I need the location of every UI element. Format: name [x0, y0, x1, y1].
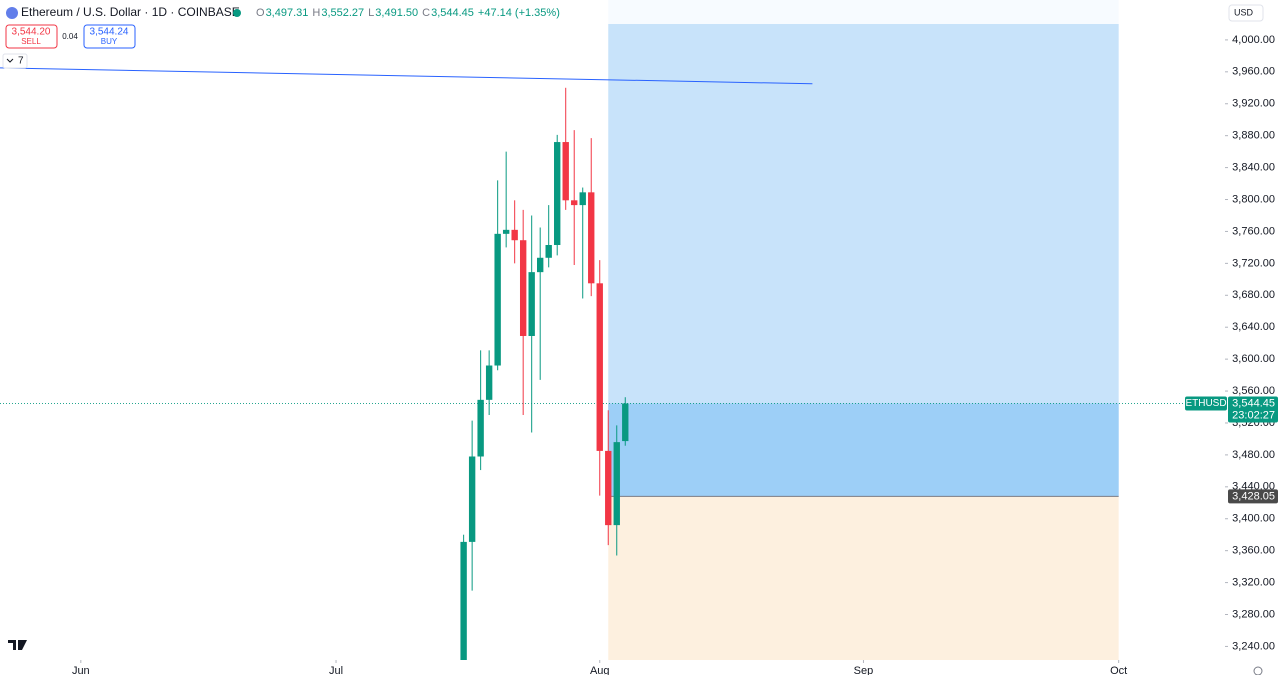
buy-label[interactable]: BUY: [101, 37, 118, 46]
candle-body: [596, 283, 603, 451]
y-tick-label: 3,480.00: [1232, 449, 1275, 461]
market-status: [233, 9, 241, 17]
y-tick-label: 3,840.00: [1232, 161, 1275, 173]
candle-body: [485, 365, 493, 400]
y-tick-label: 3,240.00: [1232, 640, 1275, 652]
candle-body: [528, 272, 535, 336]
legend-value: 3,491.50: [375, 7, 418, 19]
candle-body: [511, 229, 518, 241]
sell-button[interactable]: [5, 24, 58, 49]
y-tick-label: 3,720.00: [1232, 257, 1275, 269]
legend-value: 3,552.27: [321, 7, 364, 19]
y-tick-label: 3,680.00: [1232, 289, 1275, 301]
settings-icon[interactable]: [1253, 666, 1263, 675]
header-bg: [0, 0, 1280, 24]
x-tick-label: Aug: [590, 665, 610, 675]
ohlc-legend: O 3,497.31 H 3,552.27 L 3,491.50 C 3,544.45 +47.…: [256, 7, 560, 19]
y-tick-label: 3,560.00: [1232, 385, 1275, 397]
y-tick-label: 3,880.00: [1232, 130, 1275, 142]
y-tick-label: 3,920.00: [1232, 98, 1275, 110]
candle-body: [588, 192, 595, 284]
x-tick-label: Jul: [329, 665, 343, 675]
currency-button[interactable]: [1228, 4, 1264, 22]
trendline: [0, 67, 813, 85]
candle-body: [460, 541, 467, 660]
legend-key: L: [368, 7, 374, 19]
spread: 0.04: [62, 32, 78, 41]
countdown: 23:02:27: [1232, 409, 1275, 421]
candle-body: [622, 403, 629, 442]
y-tick-label: 3,640.00: [1232, 321, 1275, 333]
candle-body: [571, 200, 578, 206]
x-tick-label: Jun: [72, 665, 90, 675]
x-tick-label: Sep: [854, 665, 874, 675]
y-tick-label: 3,280.00: [1232, 608, 1275, 620]
buy-price[interactable]: 3,544.24: [90, 27, 129, 38]
x-tick-label: Oct: [1110, 665, 1127, 675]
loss-zone: [608, 496, 1119, 660]
legend-value: 3,544.45: [431, 7, 474, 19]
symbol-label: ETHUSD: [1185, 398, 1226, 409]
symbol-icon: [6, 7, 18, 19]
candle-body: [545, 245, 552, 258]
y-tick-label: 3,800.00: [1232, 193, 1275, 205]
y-tick-label: 3,360.00: [1232, 545, 1275, 557]
candle-body: [502, 229, 510, 234]
buy-button[interactable]: [83, 24, 136, 49]
time-axis-bg: [0, 660, 1225, 675]
legend-key: C: [422, 7, 430, 19]
candle-body: [519, 240, 527, 336]
legend-value: 3,497.31: [266, 7, 309, 19]
plot-area: [0, 0, 1225, 660]
legend-key: H: [312, 7, 320, 19]
entry-label: 3,428.05: [1232, 490, 1275, 502]
open-profit-zone: [608, 403, 1119, 497]
candle-body: [554, 142, 561, 246]
candle-body: [613, 442, 620, 526]
y-tick-label: 3,760.00: [1232, 225, 1275, 237]
symbol-tag: [1185, 396, 1227, 411]
candle-body: [579, 192, 586, 206]
candle-body: [562, 142, 569, 201]
indicators-toggle[interactable]: [2, 53, 28, 69]
legend-change: +47.14 (+1.35%): [478, 7, 560, 19]
candle-body: [537, 257, 544, 273]
indicators-count[interactable]: 7: [18, 56, 24, 67]
y-tick-label: 3,600.00: [1232, 353, 1275, 365]
candle-body: [477, 399, 484, 457]
last-price-label: 3,544.45: [1232, 397, 1275, 409]
sell-price[interactable]: 3,544.20: [12, 27, 51, 38]
candle-body: [605, 450, 612, 526]
entry-tag: [1228, 489, 1278, 504]
candle-body: [468, 456, 476, 542]
chart-title: Ethereum / U.S. Dollar · 1D · COINBASE: [21, 5, 240, 19]
y-tick-label: 3,960.00: [1232, 66, 1275, 78]
legend-key: O: [256, 7, 265, 19]
y-tick-label: 3,400.00: [1232, 513, 1275, 525]
currency[interactable]: USD: [1234, 7, 1254, 17]
price-axis-bg: [1225, 0, 1280, 675]
y-tick-label: 4,000.00: [1232, 34, 1275, 46]
sell-label[interactable]: SELL: [21, 37, 41, 46]
candle-body: [494, 233, 501, 366]
chevron: [6, 58, 14, 63]
y-tick-label: 3,320.00: [1232, 576, 1275, 588]
tv-logo: [8, 640, 27, 650]
last-price-tag: [1228, 396, 1278, 423]
